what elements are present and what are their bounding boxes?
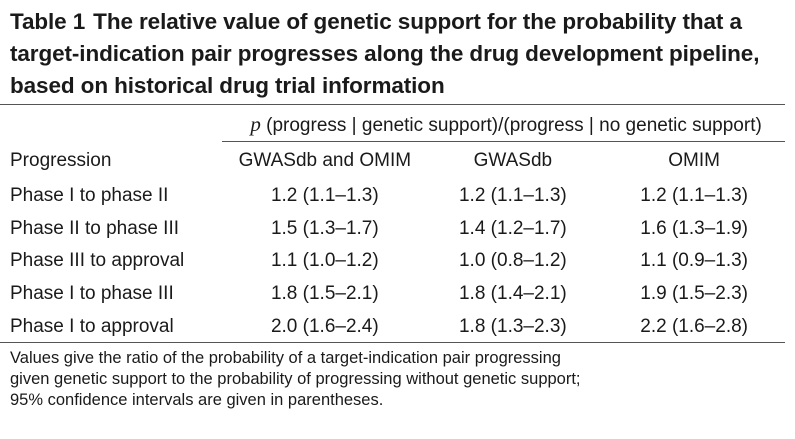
table-row: Phase II to phase III 1.5 (1.3–1.7) 1.4 … (0, 213, 785, 246)
span-header-rule (222, 141, 785, 142)
table-row: Phase III to approval 1.1 (1.0–1.2) 1.0 … (0, 245, 785, 278)
omim-cell: 1.6 (1.3–1.9) (640, 217, 748, 239)
table-row: Phase I to approval 2.0 (1.6–2.4) 1.8 (1… (0, 310, 785, 343)
gwasdb-and-omim-cell: 1.8 (1.5–2.1) (270, 283, 379, 305)
progression-cell: Phase I to approval (10, 315, 174, 337)
progression-cell: Phase I to phase II (10, 185, 169, 207)
column-header-progression: Progression (10, 149, 112, 171)
bottom-rule (0, 342, 785, 343)
footnote-line: Values give the ratio of the probability… (10, 349, 561, 367)
column-header-omim: OMIM (668, 149, 720, 171)
gwasdb-cell: 1.8 (1.4–2.1) (458, 283, 567, 305)
gwasdb-cell: 1.4 (1.2–1.7) (458, 217, 567, 239)
table-label: Table 1 (10, 9, 86, 34)
probability-expression: (progress | genetic support)/(progress |… (260, 115, 762, 136)
footnote-line: 95% confidence intervals are given in pa… (10, 391, 384, 409)
table-row: Phase I to phase III 1.8 (1.5–2.1) 1.8 (… (0, 278, 785, 311)
progression-cell: Phase II to phase III (10, 217, 179, 239)
omim-cell: 1.9 (1.5–2.3) (640, 283, 748, 305)
results-table: p (progress | genetic support)/(progress… (0, 108, 785, 343)
span-header-row: p (progress | genetic support)/(progress… (0, 108, 785, 141)
top-rule (0, 104, 785, 105)
column-header-row: Progression GWASdb and OMIM GWASdb OMIM (0, 141, 785, 180)
omim-cell: 1.2 (1.1–1.3) (640, 185, 748, 207)
span-header-label: p (progress | genetic support)/(progress… (227, 108, 785, 141)
gwasdb-and-omim-cell: 2.0 (1.6–2.4) (270, 315, 379, 337)
footnote-line: given genetic support to the probability… (10, 370, 581, 388)
table-footnote: Values give the ratio of the probability… (10, 348, 785, 411)
table-title: The relative value of genetic support fo… (10, 9, 760, 98)
table-caption: Table 1 The relative value of genetic sup… (10, 6, 790, 102)
progression-cell: Phase III to approval (10, 250, 185, 272)
gwasdb-and-omim-cell: 1.1 (1.0–1.2) (270, 250, 379, 272)
column-header-gwasdb: GWASdb (473, 149, 553, 171)
progression-cell: Phase I to phase III (10, 283, 174, 305)
span-header-blank (0, 108, 227, 141)
gwasdb-and-omim-cell: 1.5 (1.3–1.7) (270, 217, 379, 239)
table-row: Phase I to phase II 1.2 (1.1–1.3) 1.2 (1… (0, 180, 785, 213)
probability-symbol: p (250, 112, 261, 136)
omim-cell: 2.2 (1.6–2.8) (640, 315, 748, 337)
omim-cell: 1.1 (0.9–1.3) (640, 250, 748, 272)
column-header-gwasdb-and-omim: GWASdb and OMIM (238, 149, 412, 171)
gwasdb-cell: 1.8 (1.3–2.3) (458, 315, 567, 337)
gwasdb-cell: 1.0 (0.8–1.2) (458, 250, 567, 272)
gwasdb-cell: 1.2 (1.1–1.3) (458, 185, 567, 207)
gwasdb-and-omim-cell: 1.2 (1.1–1.3) (270, 185, 379, 207)
